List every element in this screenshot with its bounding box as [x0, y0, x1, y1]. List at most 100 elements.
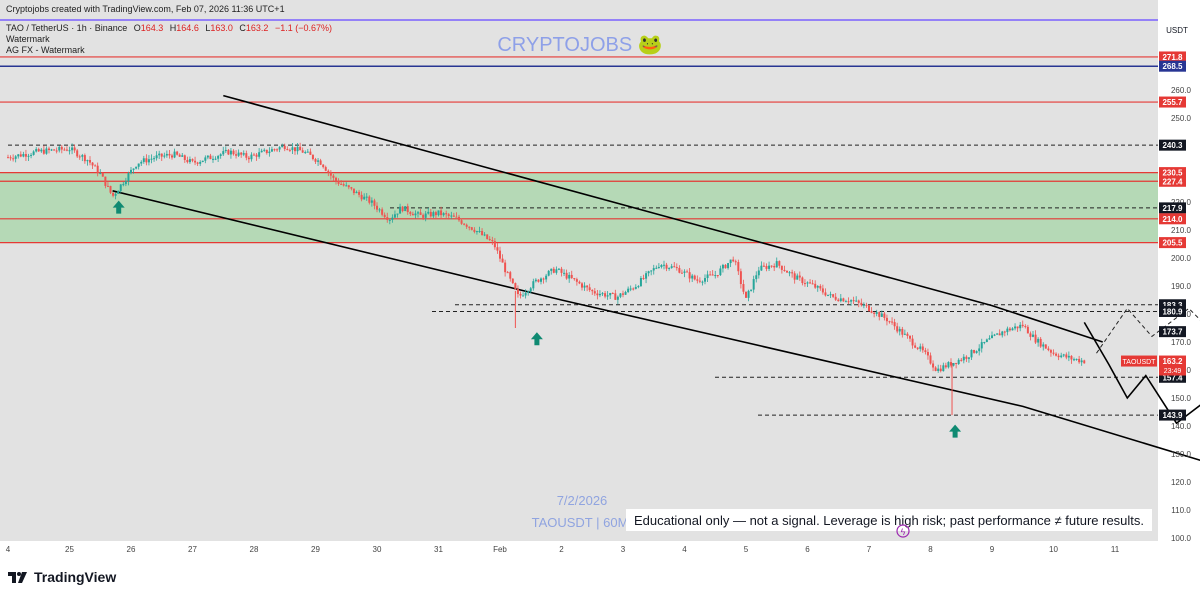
candle-body: [842, 298, 844, 301]
candle-body: [878, 312, 880, 317]
candle-body: [814, 284, 816, 288]
candle-body: [307, 152, 309, 153]
candle-body: [566, 273, 568, 279]
candle-body: [358, 192, 360, 195]
candle-body: [960, 360, 962, 361]
candle-body: [35, 149, 37, 151]
candle-body: [968, 357, 970, 358]
candle-body: [935, 368, 937, 371]
indicator-agfx-watermark[interactable]: AG FX - Watermark: [6, 45, 85, 55]
candle-body: [863, 305, 865, 306]
candle-body: [578, 282, 580, 284]
candle-body: [379, 209, 381, 210]
candle-body: [599, 294, 601, 295]
price-level-tag-label: 217.9: [1162, 204, 1183, 213]
candle-body: [171, 155, 173, 157]
candle-body: [617, 297, 619, 300]
candle-body: [701, 282, 703, 283]
candle-body: [1024, 326, 1026, 327]
candle-body: [650, 270, 652, 271]
candle-body: [822, 288, 824, 292]
candle-body: [438, 210, 440, 215]
candle-body: [1042, 344, 1044, 346]
candle-body: [537, 280, 539, 282]
candle-body: [750, 290, 752, 291]
candle-body: [48, 149, 50, 150]
candle-body: [15, 156, 17, 159]
candle-body: [130, 170, 132, 173]
candle-body: [361, 195, 363, 200]
candle-body: [197, 163, 199, 164]
candle-body: [235, 154, 237, 155]
candle-body: [663, 265, 665, 266]
symbol-name: TAO / TetherUS · 1h · Binance: [6, 23, 127, 33]
candle-body: [976, 351, 978, 353]
price-tick-label: 150.0: [1171, 394, 1192, 403]
candle-body: [619, 293, 621, 296]
candle-body: [1022, 325, 1024, 326]
candle-body: [945, 365, 947, 367]
candle-body: [99, 173, 101, 174]
candle-body: [971, 350, 973, 357]
candle-body: [640, 278, 642, 286]
candle-body: [809, 282, 811, 283]
candle-body: [166, 154, 168, 156]
candle-body: [161, 154, 163, 157]
candle-body: [1081, 360, 1083, 362]
candle-body: [204, 157, 206, 160]
candle-body: [953, 363, 955, 366]
candle-body: [509, 272, 511, 278]
candle-body: [133, 169, 135, 170]
candle-body: [440, 210, 442, 215]
candle-body: [1068, 356, 1070, 358]
ohlc-low: 163.0: [210, 23, 233, 33]
candle-body: [353, 189, 355, 193]
time-tick-label: 26: [127, 545, 136, 554]
candle-body: [909, 336, 911, 339]
candle-body: [45, 149, 47, 154]
candle-body: [332, 176, 334, 178]
candle-body: [473, 230, 475, 232]
candle-body: [289, 150, 291, 151]
candle-body: [145, 158, 147, 162]
candle-body: [796, 276, 798, 280]
candle-body: [194, 161, 196, 163]
candle-body: [958, 360, 960, 364]
candle-body: [804, 283, 806, 284]
candle-body: [714, 275, 716, 276]
candle-body: [156, 155, 158, 158]
candle-body: [266, 150, 268, 153]
candle-body: [812, 283, 814, 284]
candle-body: [691, 276, 693, 279]
candle-body: [158, 154, 160, 156]
candle-body: [420, 212, 422, 215]
candle-body: [584, 286, 586, 288]
price-level-tag-label: 143.9: [1162, 411, 1183, 420]
candle-body: [881, 314, 883, 317]
tradingview-footer[interactable]: TradingView: [8, 566, 116, 588]
candle-body: [56, 151, 58, 152]
candle-body: [1047, 349, 1049, 351]
candle-body: [988, 338, 990, 339]
candle-body: [1073, 359, 1075, 360]
candle-body: [315, 159, 317, 162]
candle-body: [407, 206, 409, 212]
candle-body: [776, 261, 778, 267]
candle-body: [625, 292, 627, 295]
candle-body: [230, 151, 232, 155]
candle-body: [778, 261, 780, 266]
candle-body: [494, 241, 496, 247]
candle-body: [517, 289, 519, 294]
candle-body: [443, 213, 445, 215]
candle-body: [596, 293, 598, 295]
price-tick-label: 100.0: [1171, 534, 1192, 543]
candle-body: [794, 273, 796, 279]
indicator-watermark[interactable]: Watermark: [6, 34, 50, 44]
candle-body: [484, 234, 486, 235]
candle-body: [222, 151, 224, 154]
candle-body: [937, 369, 939, 371]
candle-body: [996, 333, 998, 334]
candle-body: [786, 271, 788, 273]
